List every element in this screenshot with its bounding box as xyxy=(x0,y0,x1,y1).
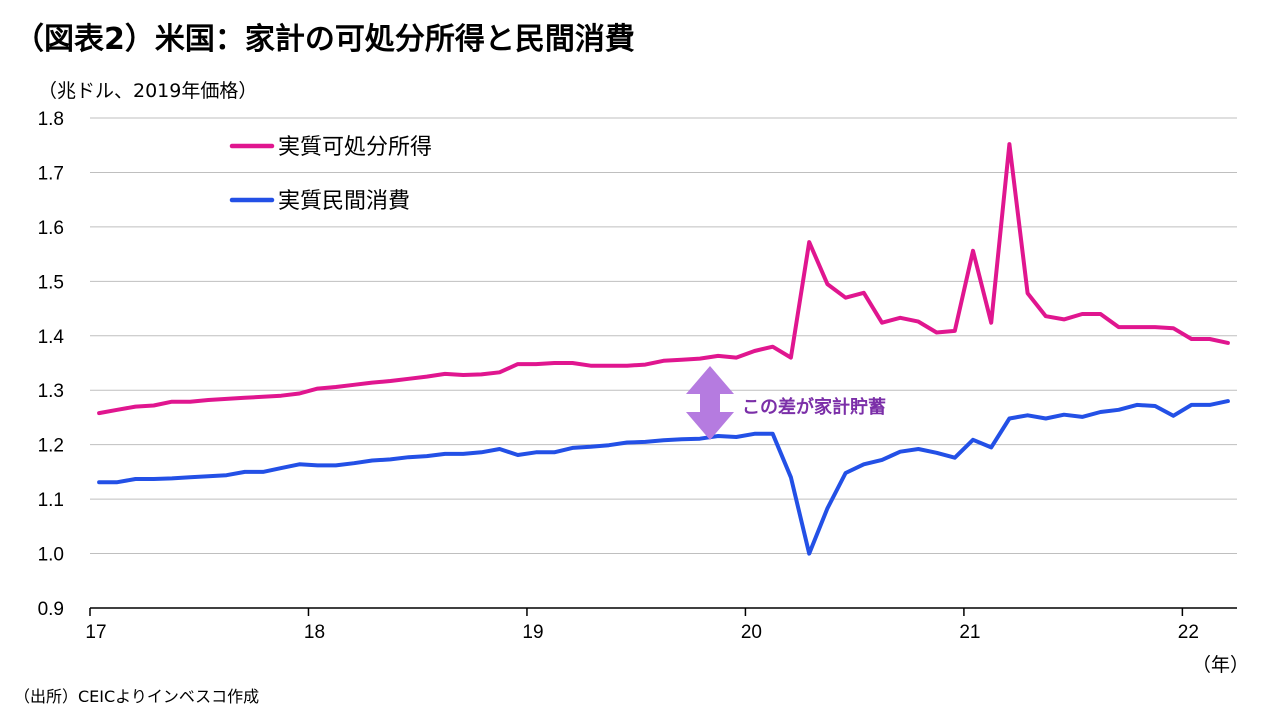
y-tick-label: 0.9 xyxy=(38,599,64,620)
legend: 実質可処分所得 実質民間消費 xyxy=(229,135,432,214)
x-tick-label: 20 xyxy=(741,622,762,643)
y-tick-labels: 0.9 1.0 1.1 1.2 1.3 1.4 1.5 1.6 1.7 1.8 xyxy=(38,109,65,620)
y-axis-unit-label: （兆ドル、2019年価格） xyxy=(38,80,258,102)
y-tick-label: 1.6 xyxy=(38,218,64,239)
x-tick-label: 19 xyxy=(522,622,543,643)
y-tick-label: 1.5 xyxy=(38,272,64,293)
savings-gap-label: この差が家計貯蓄 xyxy=(742,396,886,418)
y-tick-label: 1.4 xyxy=(38,327,65,348)
series-lines xyxy=(97,142,1230,556)
y-tick-label: 1.1 xyxy=(38,490,64,511)
legend-label-consumption: 実質民間消費 xyxy=(278,189,410,214)
series-line-disposable-income xyxy=(97,142,1230,416)
x-tick-label: 21 xyxy=(959,622,980,643)
double-arrow-icon xyxy=(686,366,734,440)
y-tick-label: 1.8 xyxy=(38,109,64,130)
y-tick-label: 1.3 xyxy=(38,381,64,402)
source-note: （出所）CEICよりインベスコ作成 xyxy=(14,687,260,706)
y-tick-label: 1.0 xyxy=(38,545,64,566)
series-line-consumption xyxy=(97,399,1230,556)
x-tick-label: 22 xyxy=(1178,622,1199,643)
page-title: （図表2）米国：家計の可処分所得と民間消費 xyxy=(14,22,635,57)
x-tick-label: 18 xyxy=(304,622,325,643)
x-tick-label: 17 xyxy=(85,622,106,643)
gridlines xyxy=(90,117,1237,555)
x-axis-unit-label: （年） xyxy=(1192,654,1250,676)
x-axis: 17 18 19 20 21 22 xyxy=(85,607,1237,643)
savings-gap-annotation: この差が家計貯蓄 xyxy=(686,366,886,440)
legend-label-disposable-income: 実質可処分所得 xyxy=(278,135,432,160)
y-tick-label: 1.7 xyxy=(38,163,64,184)
y-tick-label: 1.2 xyxy=(38,436,64,457)
